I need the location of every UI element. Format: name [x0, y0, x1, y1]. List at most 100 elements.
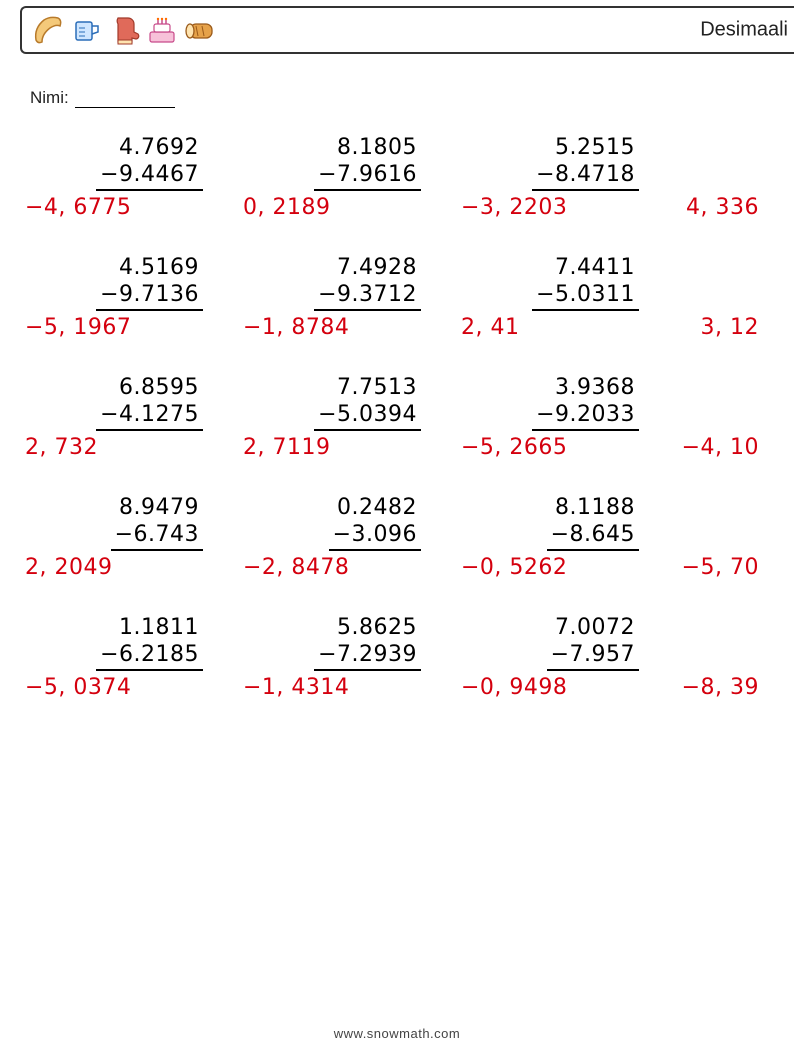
problem-cell: 5.2515−8.4718 −3, 2203 — [461, 135, 679, 247]
problem-cell: 8.9479−6.743 2, 2049 — [25, 495, 243, 607]
answer: −1, 8784 — [243, 315, 349, 340]
header-title: Desimaali — [700, 19, 788, 42]
problem-cell: 5.8625−7.2939 −1, 4314 — [243, 615, 461, 727]
footer-url: www.snowmath.com — [0, 1026, 794, 1041]
problem-cell-partial: −4, 10 — [679, 375, 759, 487]
problem-row: 4.7692−9.4467 −4, 6775 8.1805−7.96160, 218… — [25, 135, 794, 255]
problem-cell: 7.0072−7.957 −0, 9498 — [461, 615, 679, 727]
bread-icon — [184, 14, 216, 46]
subtrahend: −9.3712 — [314, 282, 421, 311]
problem-cell: 6.8595−4.1275 2, 732 — [25, 375, 243, 487]
name-label-row: Nimi: — [30, 88, 175, 108]
minuend: 7.7513 — [314, 375, 421, 402]
problem-cell: 0.2482−3.096 −2, 8478 — [243, 495, 461, 607]
subtrahend: −7.9616 — [314, 162, 421, 191]
problem-row: 6.8595−4.1275 2, 732 7.7513−5.0394 2, 7119 3… — [25, 375, 794, 495]
problem-stack: 1.1811−6.2185 — [96, 615, 203, 671]
subtrahend: −3.096 — [329, 522, 421, 551]
answer: 2, 732 — [25, 435, 98, 460]
name-label: Nimi: — [30, 88, 69, 107]
answer: −2, 8478 — [243, 555, 349, 580]
problem-row: 4.5169−9.7136 −5, 1967 7.4928−9.3712 −1, 87… — [25, 255, 794, 375]
measuring-cup-icon — [70, 14, 102, 46]
answer: −4, 6775 — [25, 195, 131, 220]
minuend: 4.5169 — [96, 255, 203, 282]
problem-stack: 5.8625−7.2939 — [314, 615, 421, 671]
problem-stack: 5.2515−8.4718 — [532, 135, 639, 191]
problem-cell: 1.1811−6.2185 −5, 0374 — [25, 615, 243, 727]
problem-stack: 7.0072−7.957 — [547, 615, 639, 671]
answer: 2, 2049 — [25, 555, 112, 580]
answer: −3, 2203 — [461, 195, 567, 220]
problem-cell: 3.9368−9.2033 −5, 2665 — [461, 375, 679, 487]
subtrahend: −9.2033 — [532, 402, 639, 431]
problem-stack: 4.5169−9.7136 — [96, 255, 203, 311]
problem-stack: 8.1188−8.645 — [547, 495, 639, 551]
minuend: 8.1188 — [547, 495, 639, 522]
problem-cell: 7.7513−5.0394 2, 7119 — [243, 375, 461, 487]
problem-row: 1.1811−6.2185 −5, 0374 5.8625−7.2939 −1, 43… — [25, 615, 794, 735]
answer: −1, 4314 — [243, 675, 349, 700]
problem-stack: 4.7692−9.4467 — [96, 135, 203, 191]
minuend: 6.8595 — [96, 375, 203, 402]
subtrahend: −8.4718 — [532, 162, 639, 191]
answer: 2, 41 — [461, 315, 519, 340]
page: Desimaali Nimi: 4.7692−9.4467 −4, 6775 8.1… — [0, 0, 794, 1053]
answer-partial: 4, 336 — [686, 195, 759, 220]
problem-cell-partial: −5, 70 — [679, 495, 759, 607]
problem-row: 8.9479−6.743 2, 20490.2482−3.096 −2, 847… — [25, 495, 794, 615]
minuend: 7.4928 — [314, 255, 421, 282]
problem-stack: 6.8595−4.1275 — [96, 375, 203, 431]
answer: −0, 5262 — [461, 555, 567, 580]
problem-stack: 7.4928−9.3712 — [314, 255, 421, 311]
subtrahend: −5.0311 — [532, 282, 639, 311]
subtrahend: −6.2185 — [96, 642, 203, 671]
problem-cell: 8.1805−7.96160, 2189 — [243, 135, 461, 247]
minuend: 7.4411 — [532, 255, 639, 282]
subtrahend: −4.1275 — [96, 402, 203, 431]
name-blank-line — [75, 107, 175, 108]
croissant-icon — [32, 14, 64, 46]
subtrahend: −8.645 — [547, 522, 639, 551]
subtrahend: −5.0394 — [314, 402, 421, 431]
problem-stack: 8.9479−6.743 — [111, 495, 203, 551]
answer-partial: −5, 70 — [682, 555, 759, 580]
subtrahend: −9.7136 — [96, 282, 203, 311]
cake-icon — [146, 14, 178, 46]
problem-cell: 4.7692−9.4467 −4, 6775 — [25, 135, 243, 247]
answer: −5, 2665 — [461, 435, 567, 460]
answer-partial: −4, 10 — [682, 435, 759, 460]
problem-stack: 0.2482−3.096 — [329, 495, 421, 551]
minuend: 0.2482 — [329, 495, 421, 522]
minuend: 1.1811 — [96, 615, 203, 642]
problem-cell: 4.5169−9.7136 −5, 1967 — [25, 255, 243, 367]
problem-cell-partial: 4, 336 — [679, 135, 759, 247]
answer: −5, 1967 — [25, 315, 131, 340]
problem-cell-partial: −8, 39 — [679, 615, 759, 727]
answer: −5, 0374 — [25, 675, 131, 700]
minuend: 5.8625 — [314, 615, 421, 642]
problem-stack: 8.1805−7.9616 — [314, 135, 421, 191]
answer: −0, 9498 — [461, 675, 567, 700]
problem-cell-partial: 3, 12 — [679, 255, 759, 367]
problem-grid: 4.7692−9.4467 −4, 6775 8.1805−7.96160, 218… — [25, 135, 794, 735]
problem-cell: 8.1188−8.645 −0, 5262 — [461, 495, 679, 607]
subtrahend: −7.957 — [547, 642, 639, 671]
oven-mitt-icon — [108, 14, 140, 46]
subtrahend: −6.743 — [111, 522, 203, 551]
answer-partial: −8, 39 — [682, 675, 759, 700]
problem-stack: 7.7513−5.0394 — [314, 375, 421, 431]
minuend: 7.0072 — [547, 615, 639, 642]
answer-partial: 3, 12 — [701, 315, 759, 340]
answer: 2, 7119 — [243, 435, 330, 460]
problem-cell: 7.4411−5.0311 2, 41 — [461, 255, 679, 367]
problem-cell: 7.4928−9.3712 −1, 8784 — [243, 255, 461, 367]
minuend: 8.1805 — [314, 135, 421, 162]
minuend: 8.9479 — [111, 495, 203, 522]
minuend: 5.2515 — [532, 135, 639, 162]
minuend: 3.9368 — [532, 375, 639, 402]
subtrahend: −7.2939 — [314, 642, 421, 671]
problem-stack: 7.4411−5.0311 — [532, 255, 639, 311]
subtrahend: −9.4467 — [96, 162, 203, 191]
header-bar: Desimaali — [20, 6, 794, 54]
